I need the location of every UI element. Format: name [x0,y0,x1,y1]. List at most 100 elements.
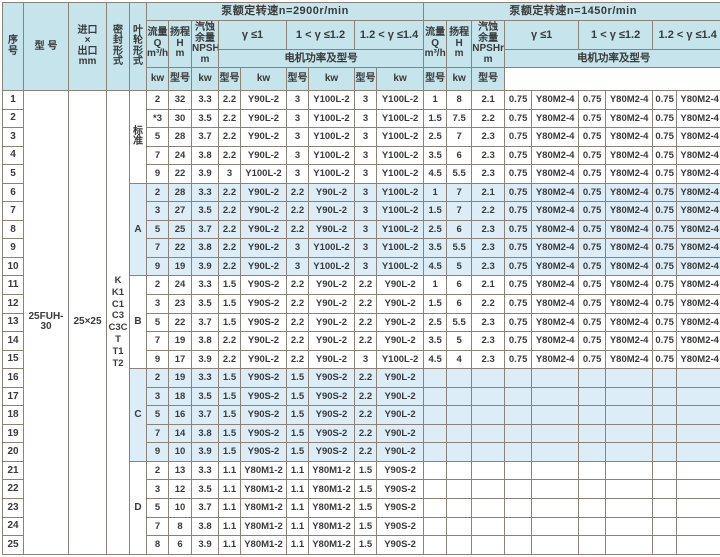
cell-motor-model-2900-g1: Y90L-2 [241,202,287,221]
cell-kw-1450-g2: 0.75 [579,183,606,202]
cell-kw-2900-g2: 1.5 [287,369,309,388]
cell-motor-model-2900-g3: Y100L-2 [377,239,424,258]
cell-motor-model-1450-g1: Y80M2-4 [532,350,579,369]
cell-motor-model-1450-g2: Y80M2-4 [606,350,653,369]
cell-motor-model-2900-g2: Y80M1-2 [309,499,355,518]
cell-kw-1450-g3: 0.75 [653,313,677,332]
cell-motor-model-2900-g1: Y90S-2 [241,276,287,295]
cell-flow-2900: 7 [147,332,169,351]
cell-head-1450 [447,369,472,388]
cell-motor-model-2900-g3: Y90S-2 [377,536,424,555]
cell-kw-2900-g2: 3 [287,165,309,184]
cell-npsh-1450: 2.3 [472,332,505,351]
cell-motor-model-2900-g3: Y100L-2 [377,183,424,202]
cell-motor-model-1450-g2 [606,443,653,462]
kw-header: kw [241,68,287,91]
cell-npsh-2900: 3.8 [192,517,219,536]
cell-npsh-1450 [472,443,505,462]
cell-kw-2900-g2: 2.2 [287,313,309,332]
cell-npsh-1450 [472,369,505,388]
cell-motor-model-1450-g1: Y80M2-4 [532,128,579,147]
cell-seq: 4 [3,146,24,165]
cell-flow-2900: 5 [147,128,169,147]
cell-npsh-2900: 3.3 [192,183,219,202]
cell-motor-model-2900-g2: Y90S-2 [309,406,355,425]
cell-motor-model-2900-g1: Y80M1-2 [241,536,287,555]
cell-motor-model-1450-g3 [677,461,720,480]
cell-motor-model-1450-g3: Y80M2-4 [677,350,720,369]
cell-kw-2900-g1: 2.2 [219,239,241,258]
cell-head-2900: 30 [169,109,192,128]
cell-flow-2900: 8 [147,536,169,555]
cell-head-1450 [447,517,472,536]
col-header-flow-2900: 流量 Q m³/h [147,21,169,68]
cell-kw-1450-g2: 0.75 [579,295,606,314]
cell-motor-model-1450-g3: Y80M2-4 [677,202,720,221]
cell-motor-model-2900-g2: Y90L-2 [309,202,355,221]
cell-kw-1450-g2 [579,517,606,536]
cell-motor-model-1450-g1: Y80M2-4 [532,165,579,184]
cell-npsh-1450: 2.3 [472,128,505,147]
cell-kw-2900-g2: 3 [287,257,309,276]
cell-kw-2900-g2: 3 [287,109,309,128]
cell-head-1450: 8 [447,91,472,110]
cell-motor-model-2900-g2: Y90L-2 [309,220,355,239]
cell-impeller-type: A [130,183,147,276]
cell-npsh-1450 [472,461,505,480]
gamma-le-1-4-2900: 1.2 < γ ≤1.4 [355,21,424,50]
cell-head-1450: 7 [447,128,472,147]
cell-seal-codes: K K1 C1 C3 C3C T T1 T2 [107,91,130,555]
cell-motor-model-2900-g3: Y90L-2 [377,443,424,462]
cell-flow-1450: 1.5 [424,295,447,314]
cell-npsh-1450 [472,406,505,425]
cell-kw-2900-g2: 1.5 [287,424,309,443]
cell-flow-2900: 3 [147,202,169,221]
cell-head-2900: 27 [169,202,192,221]
cell-motor-model-2900-g3: Y90L-2 [377,369,424,388]
cell-motor-model-2900-g2: Y100L-2 [309,91,355,110]
cell-kw-1450-g2: 0.75 [579,332,606,351]
cell-motor-model-1450-g1 [532,461,579,480]
motor-model-header: 型号 [169,68,192,91]
cell-kw-1450-g1: 0.75 [505,350,532,369]
cell-npsh-1450: 2.3 [472,257,505,276]
cell-kw-1450-g1 [505,387,532,406]
cell-flow-2900: 7 [147,239,169,258]
cell-motor-model-2900-g1: Y90S-2 [241,424,287,443]
cell-motor-model-1450-g3 [677,424,720,443]
cell-motor-model-1450-g1 [532,387,579,406]
cell-kw-2900-g3: 2.2 [355,387,377,406]
cell-kw-2900-g3: 2.2 [355,406,377,425]
cell-kw-2900-g3: 2.2 [355,424,377,443]
cell-head-1450: 6 [447,146,472,165]
cell-motor-model-2900-g2: Y100L-2 [309,257,355,276]
gamma-le-1-2-1450: 1 < γ ≤1.2 [579,21,653,50]
cell-flow-1450: 3.5 [424,332,447,351]
cell-npsh-2900: 3.5 [192,295,219,314]
cell-kw-1450-g1 [505,461,532,480]
cell-flow-1450: 4.5 [424,350,447,369]
cell-motor-model-2900-g1: Y90L-2 [241,183,287,202]
cell-flow-2900: 2 [147,276,169,295]
cell-npsh-1450: 2.2 [472,109,505,128]
cell-flow-2900: 7 [147,146,169,165]
cell-motor-model-1450-g2: Y80M2-4 [606,220,653,239]
motor-power-header-1450: 电机功率及型号 [505,50,720,68]
cell-kw-1450-g3: 0.75 [653,91,677,110]
cell-head-2900: 32 [169,91,192,110]
cell-flow-2900: 5 [147,406,169,425]
cell-motor-model-1450-g2 [606,517,653,536]
cell-head-2900: 19 [169,257,192,276]
section-title-1450: 泵额定转速n=1450r/min [424,3,720,21]
cell-kw-2900-g1: 1.5 [219,443,241,462]
cell-flow-1450: 1.5 [424,202,447,221]
cell-kw-2900-g3: 2.2 [355,443,377,462]
cell-seq: 11 [3,276,24,295]
cell-kw-2900-g1: 2.2 [219,146,241,165]
cell-flow-2900: 3 [147,387,169,406]
cell-motor-model-2900-g1: Y100L-2 [241,165,287,184]
cell-flow-1450 [424,424,447,443]
cell-kw-1450-g2: 0.75 [579,146,606,165]
cell-flow-1450 [424,461,447,480]
